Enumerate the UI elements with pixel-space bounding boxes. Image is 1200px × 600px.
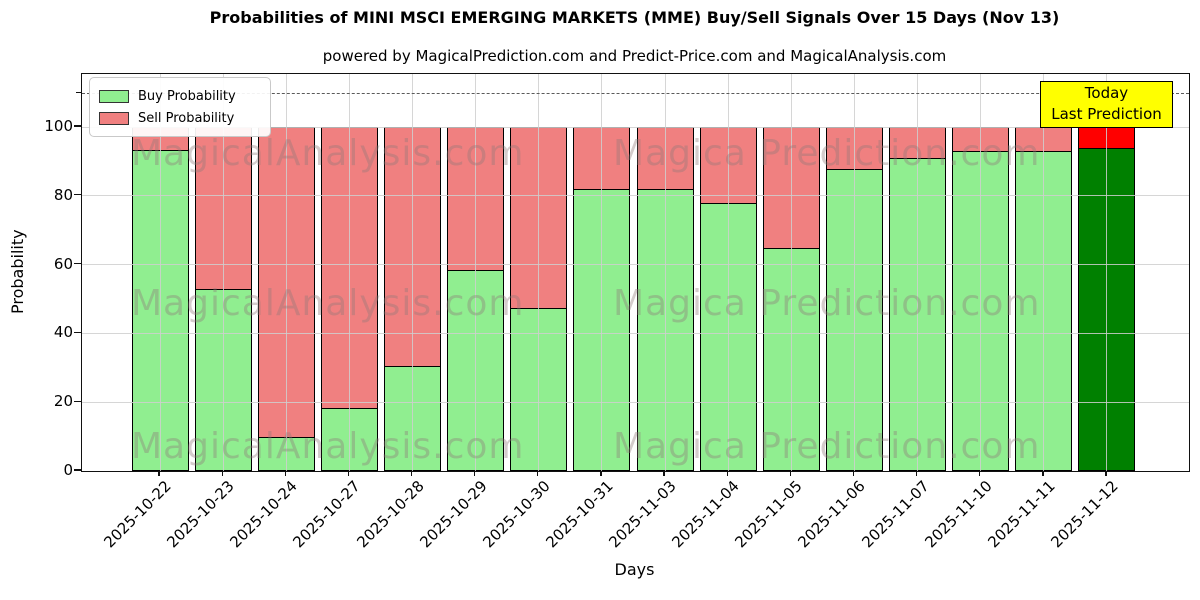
- plot-area: Buy Probability Sell Probability Magical…: [81, 73, 1190, 472]
- buy-swatch-icon: [99, 89, 129, 103]
- dashed-guide-line: [82, 92, 1189, 94]
- v-gridline: [285, 74, 287, 471]
- x-tick-mark: [474, 471, 476, 476]
- y-tick-mark: [74, 263, 81, 265]
- today-annotation: Today Last Prediction: [1040, 81, 1173, 128]
- x-tick-mark: [1042, 471, 1044, 476]
- y-tick-mark: [74, 400, 81, 402]
- y-tick-mark: [74, 331, 81, 334]
- x-tick-mark: [284, 471, 286, 476]
- y-tick-label: 60: [53, 254, 73, 273]
- legend: Buy Probability Sell Probability: [89, 77, 271, 137]
- x-tick-mark: [537, 471, 539, 476]
- x-tick-mark: [347, 471, 350, 476]
- legend-item-sell: Sell Probability: [99, 107, 261, 129]
- v-gridline: [412, 74, 414, 471]
- watermark-text: MagicalAnalysis.com: [131, 426, 525, 467]
- h-gridline: [82, 195, 1189, 197]
- y-tick-label: 100: [44, 117, 73, 135]
- y-tick-label: 0: [63, 461, 73, 479]
- h-gridline: [82, 332, 1189, 334]
- v-gridline: [1043, 74, 1045, 471]
- y-tick-mark: [74, 469, 81, 471]
- x-tick-mark: [600, 471, 602, 476]
- watermark-text: MagicalAnalysis.com: [131, 133, 525, 174]
- watermark-text: Magica Prediction.com: [613, 283, 1041, 324]
- x-tick-mark: [726, 471, 728, 476]
- x-axis-label: Days: [614, 560, 655, 579]
- x-tick-mark: [1105, 471, 1107, 476]
- today-annotation-line1: Today: [1084, 84, 1129, 102]
- legend-item-buy: Buy Probability: [99, 85, 261, 107]
- v-gridline: [159, 74, 161, 471]
- y-tick-label: 40: [53, 323, 73, 342]
- x-tick-mark: [221, 471, 223, 476]
- watermark-text: Magica Prediction.com: [613, 133, 1041, 174]
- h-gridline: [82, 401, 1189, 403]
- v-gridline: [980, 74, 982, 471]
- v-gridline: [475, 74, 477, 471]
- chart-subtitle: powered by MagicalPrediction.com and Pre…: [322, 47, 947, 65]
- today-annotation-line2: Last Prediction: [1051, 105, 1162, 123]
- v-gridline: [1106, 74, 1108, 471]
- h-gridline: [82, 264, 1189, 266]
- y-tick-minor-mark: [76, 91, 81, 93]
- v-gridline: [790, 74, 792, 471]
- x-tick-mark: [789, 471, 791, 476]
- x-tick-mark: [915, 471, 918, 476]
- sell-swatch-icon: [99, 111, 129, 125]
- v-gridline: [538, 74, 540, 471]
- v-gridline: [917, 74, 919, 471]
- v-gridline: [222, 74, 224, 471]
- y-tick-label: 80: [53, 185, 73, 204]
- v-gridline: [348, 74, 350, 471]
- v-gridline: [727, 74, 729, 471]
- x-tick-mark: [410, 471, 413, 476]
- h-gridline: [82, 126, 1189, 128]
- legend-label-buy: Buy Probability: [138, 88, 236, 104]
- legend-label-sell: Sell Probability: [138, 110, 235, 126]
- v-gridline: [853, 74, 855, 471]
- watermark-text: MagicalAnalysis.com: [131, 283, 525, 324]
- y-tick-mark: [74, 125, 81, 127]
- watermark-text: Magica Prediction.com: [613, 426, 1041, 467]
- chart-title: Probabilities of MINI MSCI EMERGING MARK…: [209, 8, 1060, 27]
- y-tick-label: 20: [53, 392, 73, 411]
- x-tick-mark: [979, 471, 981, 476]
- x-tick-mark: [158, 471, 160, 476]
- x-tick-mark: [852, 471, 855, 476]
- v-gridline: [601, 74, 603, 471]
- v-gridline: [664, 74, 666, 471]
- y-tick-mark: [74, 194, 81, 196]
- x-tick-mark: [663, 471, 665, 476]
